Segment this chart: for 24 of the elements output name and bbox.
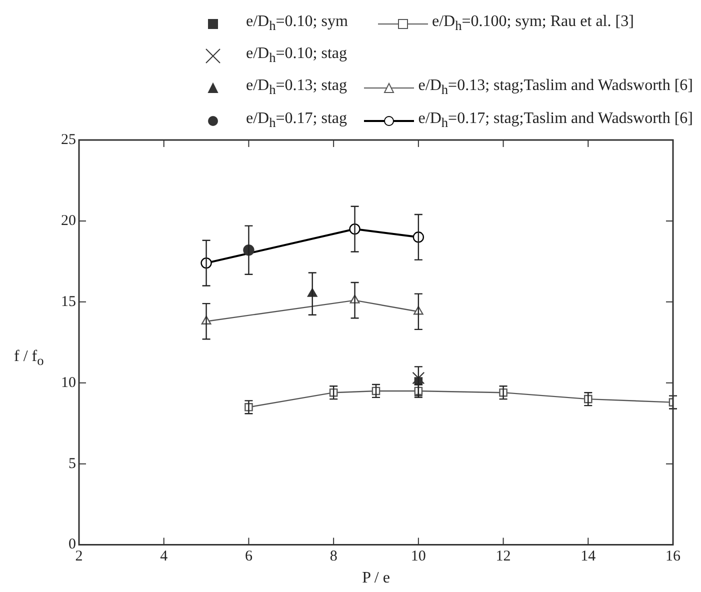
x-tick-label: 4 xyxy=(160,548,168,565)
legend-label: e/D$_{h}$=0.100; sym; Rau et al. [3] xyxy=(432,12,634,36)
legend-label: e/D$_{h}$=0.13; stag;Taslim and Wadsworth [6] xyxy=(418,76,693,100)
x-axis-title: P / e xyxy=(362,570,390,587)
legend-label: e/D$_{h}$=0.17; stag;Taslim and Wadsworth [6] xyxy=(418,108,693,132)
y-tick-label: 0 xyxy=(68,536,76,553)
legend-label: e/D$_{h}$=0.10; stag xyxy=(246,44,348,68)
y-axis-title: f / f$_{o}$ xyxy=(14,348,44,370)
x-tick-label: 2 xyxy=(75,548,83,565)
x-tick-label: 6 xyxy=(244,548,253,565)
y-tick-label: 5 xyxy=(68,456,76,472)
y-tick-label: 25 xyxy=(61,132,76,148)
y-tick-label: 15 xyxy=(61,294,76,310)
legend-label: e/D$_{h}$=0.17; stag xyxy=(246,108,348,132)
y-tick-label: 10 xyxy=(61,374,76,391)
x-tick-label: 14 xyxy=(580,548,596,565)
x-tick-label: 16 xyxy=(666,548,681,565)
legend-label: e/D$_{h}$=0.13; stag xyxy=(246,76,348,100)
point xyxy=(412,372,425,384)
legend-label: e/D$_{h}$=0.10; sym xyxy=(246,12,348,36)
y-tick-label: 20 xyxy=(61,212,76,229)
x-tick-label: 8 xyxy=(330,548,338,565)
x-tick-label: 12 xyxy=(496,548,511,565)
x-tick-label: 10 xyxy=(410,548,426,565)
